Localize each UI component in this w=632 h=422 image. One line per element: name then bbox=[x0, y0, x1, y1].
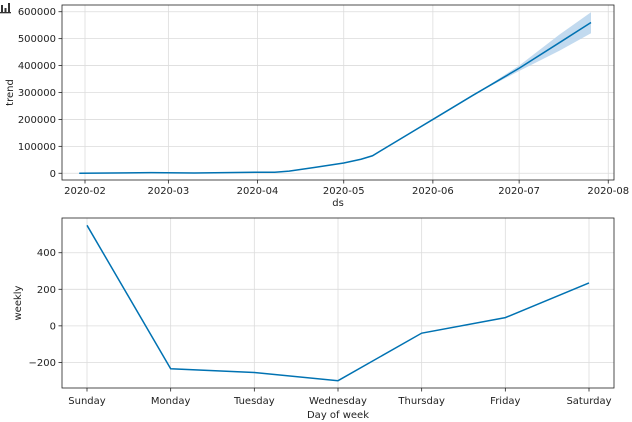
trend-y-tick-label: 100000 bbox=[18, 142, 56, 153]
trend-x-tick-label: 2020-07 bbox=[498, 186, 540, 197]
weekly-y-tick-label: 0 bbox=[50, 321, 56, 332]
weekly-x-tick-label: Monday bbox=[151, 396, 191, 407]
trend-x-tick-label: 2020-05 bbox=[323, 186, 365, 197]
trend-y-tick-label: 400000 bbox=[18, 61, 56, 72]
trend-x-ticks: 2020-02 2020-03 2020-04 2020-05 2020-06 2020-… bbox=[64, 180, 629, 197]
weekly-x-tick-label: Sunday bbox=[68, 396, 105, 407]
trend-line bbox=[79, 21, 592, 175]
trend-y-tick-label: 300000 bbox=[18, 88, 56, 99]
trend-x-tick-label: 2020-04 bbox=[237, 186, 279, 197]
trend-y-tick-label: 600000 bbox=[18, 7, 56, 18]
trend-x-tick-label: 2020-02 bbox=[64, 186, 106, 197]
trend-x-tick-label: 2020-08 bbox=[587, 186, 629, 197]
weekly-y-ticks: −200 0 200 400 bbox=[29, 248, 62, 369]
trend-x-axis-label: ds bbox=[332, 198, 344, 209]
trend-y-ticks: 0 100000 200000 300000 400000 500000 600000 bbox=[18, 7, 62, 180]
trend-grid bbox=[62, 5, 614, 180]
bar-chart-icon[interactable] bbox=[0, 3, 11, 14]
trend-y-axis-label: trend bbox=[5, 79, 16, 106]
trend-chart: 2020-02 2020-03 2020-04 2020-05 2020-06 2020-… bbox=[5, 4, 629, 209]
weekly-x-axis-label: Day of week bbox=[307, 410, 369, 421]
weekly-x-tick-label: Tuesday bbox=[233, 396, 275, 407]
weekly-x-tick-label: Wednesday bbox=[309, 396, 367, 407]
trend-x-tick-label: 2020-06 bbox=[412, 186, 454, 197]
weekly-x-tick-label: Thursday bbox=[397, 396, 445, 407]
trend-x-tick-label: 2020-03 bbox=[147, 186, 189, 197]
weekly-chart: Sunday Monday Tuesday Wednesday Thursday Frid… bbox=[13, 217, 615, 421]
weekly-y-tick-label: −200 bbox=[29, 358, 56, 369]
weekly-y-tick-label: 200 bbox=[37, 285, 56, 296]
weekly-grid bbox=[62, 218, 614, 388]
weekly-y-tick-label: 400 bbox=[37, 248, 56, 259]
weekly-x-ticks: Sunday Monday Tuesday Wednesday Thursday Frid… bbox=[68, 388, 612, 407]
trend-y-tick-label: 200000 bbox=[18, 115, 56, 126]
trend-y-tick-label: 0 bbox=[50, 169, 56, 180]
weekly-x-tick-label: Friday bbox=[490, 396, 520, 407]
weekly-y-axis-label: weekly bbox=[13, 285, 24, 320]
weekly-line bbox=[86, 224, 590, 382]
weekly-x-tick-label: Saturday bbox=[566, 396, 611, 407]
trend-y-tick-label: 500000 bbox=[18, 34, 56, 45]
